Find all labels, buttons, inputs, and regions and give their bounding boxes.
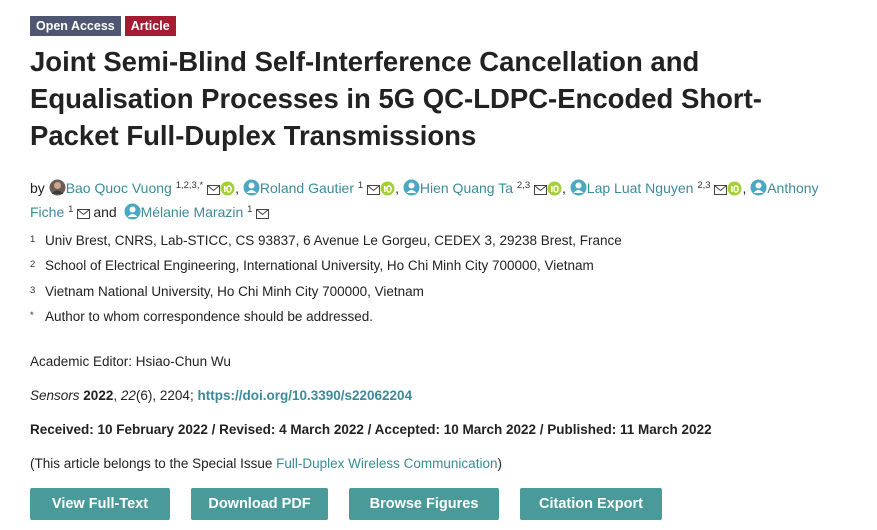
separator: , (395, 180, 399, 196)
comma: , (113, 388, 118, 403)
orcid (727, 180, 742, 196)
author-affiliation: 1 (68, 204, 74, 215)
issue-pages: (6), 2204; (135, 388, 194, 403)
mail-icon[interactable] (714, 185, 728, 196)
separator: and (93, 204, 117, 220)
avatar-icon (570, 179, 587, 196)
affiliation-mark: 3 (30, 284, 36, 296)
avatar-icon (403, 179, 420, 196)
special-issue-link[interactable]: Full-Duplex Wireless Communication (276, 456, 498, 471)
affiliation-mark: * (30, 309, 34, 321)
mail (77, 204, 91, 220)
affiliation: * Author to whom correspondence should be… (30, 309, 622, 334)
special-issue-prefix: (This article belongs to the Special Iss… (30, 456, 273, 471)
author-name[interactable]: Hien Quang Ta (419, 180, 514, 196)
author-affiliation: 1,2,3,* (175, 180, 204, 191)
citation: Sensors 2022, 22(6), 2204; https://doi.o… (30, 388, 412, 403)
year: 2022 (83, 388, 114, 403)
avatar (243, 179, 260, 196)
affiliation: 3 Vietnam National University, Ho Chi Min… (30, 284, 622, 309)
author-name[interactable]: Bao Quoc Vuong (65, 180, 172, 196)
orcid-icon[interactable] (380, 181, 395, 196)
mail-icon[interactable] (77, 209, 91, 220)
author-name[interactable]: Roland Gautier (259, 180, 355, 196)
doi-link[interactable]: https://doi.org/10.3390/s22062204 (197, 388, 413, 403)
mail (256, 204, 270, 220)
separator: , (235, 180, 239, 196)
title: Joint Semi-Blind Self-Interference Cance… (30, 46, 762, 151)
mail-icon[interactable] (534, 185, 548, 196)
affiliation-mark: 2 (30, 259, 36, 271)
academic-editor: Academic Editor: Hsiao-Chun Wu (30, 354, 231, 369)
special-issue: (This article belongs to the Special Iss… (30, 456, 502, 471)
orcid-icon[interactable] (547, 181, 562, 196)
separator: , (742, 180, 747, 196)
special-issue-suffix: ) (497, 456, 502, 471)
orcid (220, 180, 235, 196)
author-name[interactable]: Lap Luat Nguyen (586, 180, 694, 196)
avatar-icon (750, 179, 767, 196)
badge: Article (124, 16, 176, 36)
button[interactable]: Browse Figures (349, 488, 499, 520)
affiliation-mark: 1 (30, 234, 36, 245)
affiliations: 1 Univ Brest, CNRS, Lab-STICC, CS 93837, … (30, 233, 622, 334)
avatar (750, 179, 767, 196)
avatar-icon (243, 179, 260, 196)
affiliation: 1 Univ Brest, CNRS, Lab-STICC, CS 93837, … (30, 233, 622, 258)
orcid-icon[interactable] (220, 181, 235, 196)
author-name[interactable]: Mélanie Marazin (140, 204, 244, 220)
journal: Sensors (30, 388, 80, 403)
mail-icon[interactable] (367, 185, 381, 196)
affiliation: 2 School of Electrical Engineering, Inter… (30, 258, 622, 283)
dates: Received: 10 February 2022 / Revised: 4 … (30, 422, 712, 437)
button[interactable]: View Full-Text (30, 488, 170, 520)
mail-icon[interactable] (256, 209, 270, 220)
avatar (124, 203, 141, 220)
button[interactable]: Citation Export (520, 488, 662, 520)
author-list: Bao Quoc Vuong 1,2,3,* , Roland Gautier … (30, 179, 819, 220)
avatar-photo (49, 179, 66, 196)
mail (367, 180, 381, 196)
affiliation-text: Vietnam National University, Ho Chi Minh… (45, 283, 424, 299)
orcid (380, 180, 395, 196)
affiliation-text: Univ Brest, CNRS, Lab-STICC, CS 93837, 6… (45, 233, 622, 248)
mail (534, 180, 548, 196)
orcid (547, 180, 562, 196)
mail (207, 180, 221, 196)
author-name[interactable]: Anthony Fiche (30, 180, 819, 220)
affiliation-text: Author to whom correspondence should be … (45, 308, 373, 324)
button[interactable]: Download PDF (191, 488, 328, 520)
by: by (30, 180, 45, 196)
volume: 22 (120, 388, 136, 403)
avatar (403, 179, 420, 196)
authors: by Bao Quoc Vuong 1,2,3,* , Roland Gauti… (30, 175, 850, 223)
badges: Open Access Article (30, 16, 176, 36)
author-affiliation: 1 (247, 204, 253, 215)
orcid-icon[interactable] (727, 181, 742, 196)
avatar (49, 179, 66, 196)
badge: Open Access (30, 16, 121, 36)
affiliation-text: School of Electrical Engineering, Intern… (45, 258, 594, 274)
avatar-icon (124, 203, 141, 220)
author-affiliation: 1 (357, 180, 364, 191)
author-affiliation: 2,3 (697, 180, 711, 191)
author-affiliation: 2,3 (516, 180, 531, 191)
buttons: View Full-Text Download PDF Browse Figur… (30, 488, 683, 520)
avatar (570, 179, 587, 196)
mail-icon[interactable] (207, 185, 221, 196)
mail (714, 180, 728, 196)
separator: , (562, 180, 566, 196)
